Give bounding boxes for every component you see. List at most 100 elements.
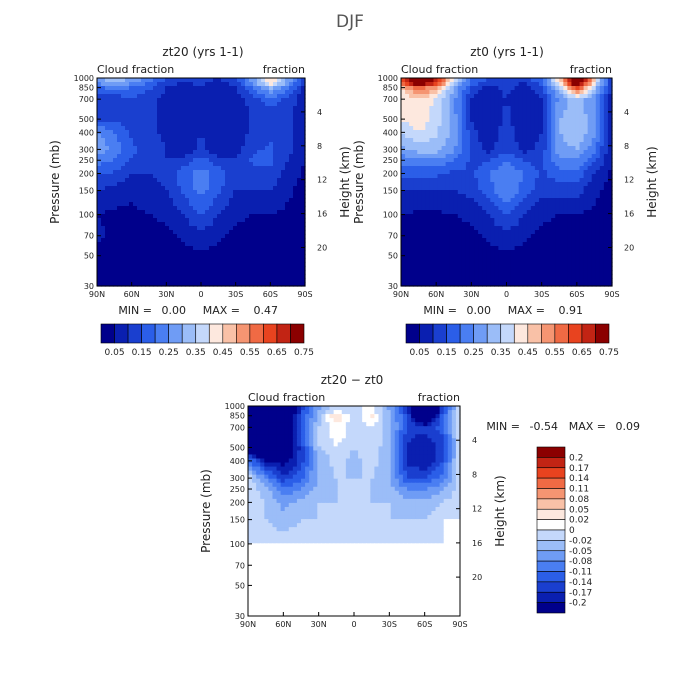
heatmap-cell [205, 210, 210, 215]
heatmap-cell [137, 210, 142, 215]
heatmap-cell [563, 230, 568, 235]
heatmap-cell [510, 182, 516, 187]
heatmap-cell [297, 138, 302, 143]
heatmap-cell [293, 118, 298, 123]
heatmap-cell [571, 238, 577, 243]
heatmap-cell [579, 226, 585, 231]
heatmap-cell [607, 190, 613, 195]
heatmap-cell [197, 186, 202, 191]
heatmap-cell [405, 82, 410, 87]
heatmap-cell [133, 242, 138, 247]
heatmap-cell [273, 110, 278, 115]
heatmap-cell [445, 242, 451, 247]
heatmap-cell [145, 94, 150, 99]
heatmap-cell [281, 102, 286, 107]
heatmap-cell [567, 90, 573, 95]
heatmap-cell [498, 142, 504, 147]
heatmap-cell [405, 154, 410, 159]
heatmap-cell [189, 210, 194, 215]
heatmap-cell [510, 134, 516, 139]
heatmap-cell [575, 158, 581, 163]
heatmap-cell [575, 126, 581, 131]
heatmap-cell [193, 218, 198, 223]
heatmap-cell [599, 122, 605, 127]
heatmap-cell [543, 110, 548, 115]
heatmap-cell [453, 126, 459, 131]
heatmap-cell [269, 274, 274, 279]
heatmap-cell [543, 118, 548, 123]
heatmap-cell [607, 134, 613, 139]
heatmap-cell [181, 250, 186, 255]
heatmap-cell [97, 106, 102, 111]
heatmap-cell [433, 146, 439, 151]
heatmap-cell [514, 222, 520, 227]
heatmap-cell [113, 78, 118, 83]
heatmap-cell [465, 94, 471, 99]
heatmap-cell [478, 186, 483, 191]
heatmap-cell [449, 194, 455, 199]
heatmap-cell [189, 166, 194, 171]
heatmap-cell [461, 90, 467, 95]
heatmap-cell [177, 238, 182, 243]
heatmap-cell [261, 106, 266, 111]
heatmap-cell [201, 254, 206, 259]
heatmap-cell [269, 210, 274, 215]
heatmap-cell [289, 194, 294, 199]
heatmap-cell [465, 102, 471, 107]
heatmap-cell [157, 254, 162, 259]
heatmap-cell [301, 210, 306, 215]
heatmap-cell [591, 194, 597, 199]
heatmap-cell [101, 234, 106, 239]
heatmap-cell [285, 146, 290, 151]
heatmap-cell [241, 162, 246, 167]
heatmap-cell [177, 274, 182, 279]
heatmap-cell [117, 166, 122, 171]
heatmap-cell [213, 178, 218, 183]
heatmap-cell [498, 166, 504, 171]
heatmap-cell [249, 142, 254, 147]
heatmap-cell [429, 110, 435, 115]
heatmap-cell [461, 138, 467, 143]
heatmap-cell [281, 234, 286, 239]
heatmap-cell [518, 174, 524, 179]
heatmap-cell [441, 218, 447, 223]
heatmap-cell [425, 182, 431, 187]
heatmap-cell [522, 174, 528, 179]
heatmap-cell [177, 182, 182, 187]
heatmap-cell [526, 126, 532, 131]
heatmap-cell [253, 226, 258, 231]
heatmap-cell [506, 214, 512, 219]
heatmap-cell [241, 94, 246, 99]
heatmap-cell [289, 130, 294, 135]
heatmap-cell [169, 210, 174, 215]
heatmap-cell [579, 238, 585, 243]
heatmap-cell [599, 206, 605, 211]
heatmap-cell [498, 198, 504, 203]
heatmap-cell [101, 214, 106, 219]
heatmap-cell [221, 146, 226, 151]
heatmap-cell [185, 182, 190, 187]
heatmap-cell [121, 222, 126, 227]
heatmap-cell [482, 106, 487, 111]
heatmap-cell [567, 102, 573, 107]
heatmap-cell [301, 174, 306, 179]
heatmap-cell [567, 178, 573, 183]
heatmap-cell [101, 146, 106, 151]
heatmap-cell [445, 230, 451, 235]
heatmap-cell [157, 242, 162, 247]
heatmap-cell [249, 118, 254, 123]
heatmap-cell [583, 186, 589, 191]
heatmap-cell [117, 190, 122, 195]
heatmap-cell [137, 98, 142, 103]
heatmap-cell [285, 226, 290, 231]
heatmap-cell [559, 206, 564, 211]
heatmap-cell [141, 114, 146, 119]
heatmap-cell [433, 230, 439, 235]
heatmap-cell [429, 198, 435, 203]
heatmap-cell [145, 98, 150, 103]
heatmap-cell [567, 138, 573, 143]
heatmap-cell [405, 186, 410, 191]
heatmap-cell [547, 206, 552, 211]
heatmap-cell [409, 114, 414, 119]
heatmap-cell [445, 110, 451, 115]
